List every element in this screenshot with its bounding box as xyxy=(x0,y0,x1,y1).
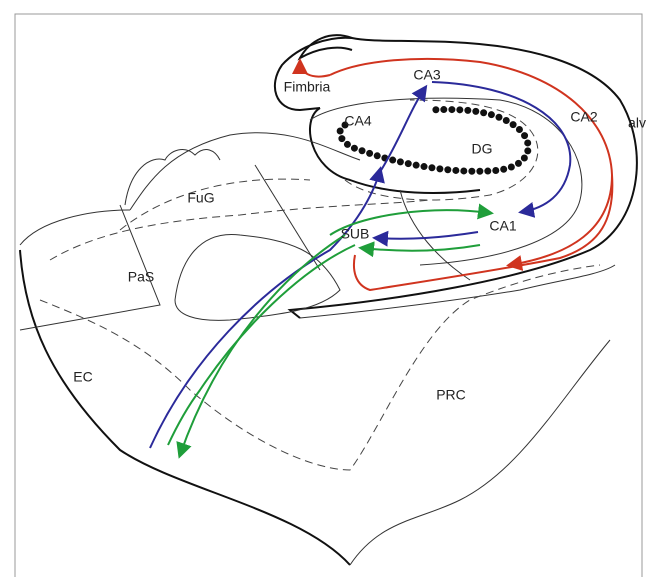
label-sub: SUB xyxy=(341,226,370,242)
label-pas: PaS xyxy=(128,269,154,285)
label-ec: EC xyxy=(73,369,92,385)
label-ca1: CA1 xyxy=(489,218,516,234)
label-ca4: CA4 xyxy=(344,113,371,129)
label-dg: DG xyxy=(472,141,493,157)
label-alv: alv xyxy=(628,115,646,131)
hippocampus-diagram: Fimbria CA3 CA4 CA2 alv DG FuG SUB CA1 P… xyxy=(0,0,657,577)
frame xyxy=(15,14,642,577)
label-fimbria: Fimbria xyxy=(284,79,331,95)
label-fug: FuG xyxy=(187,190,214,206)
label-ca2: CA2 xyxy=(570,109,597,125)
label-prc: PRC xyxy=(436,387,466,403)
pathways xyxy=(150,59,612,455)
label-ca3: CA3 xyxy=(413,67,440,83)
labels: Fimbria CA3 CA4 CA2 alv DG FuG SUB CA1 P… xyxy=(73,67,646,403)
